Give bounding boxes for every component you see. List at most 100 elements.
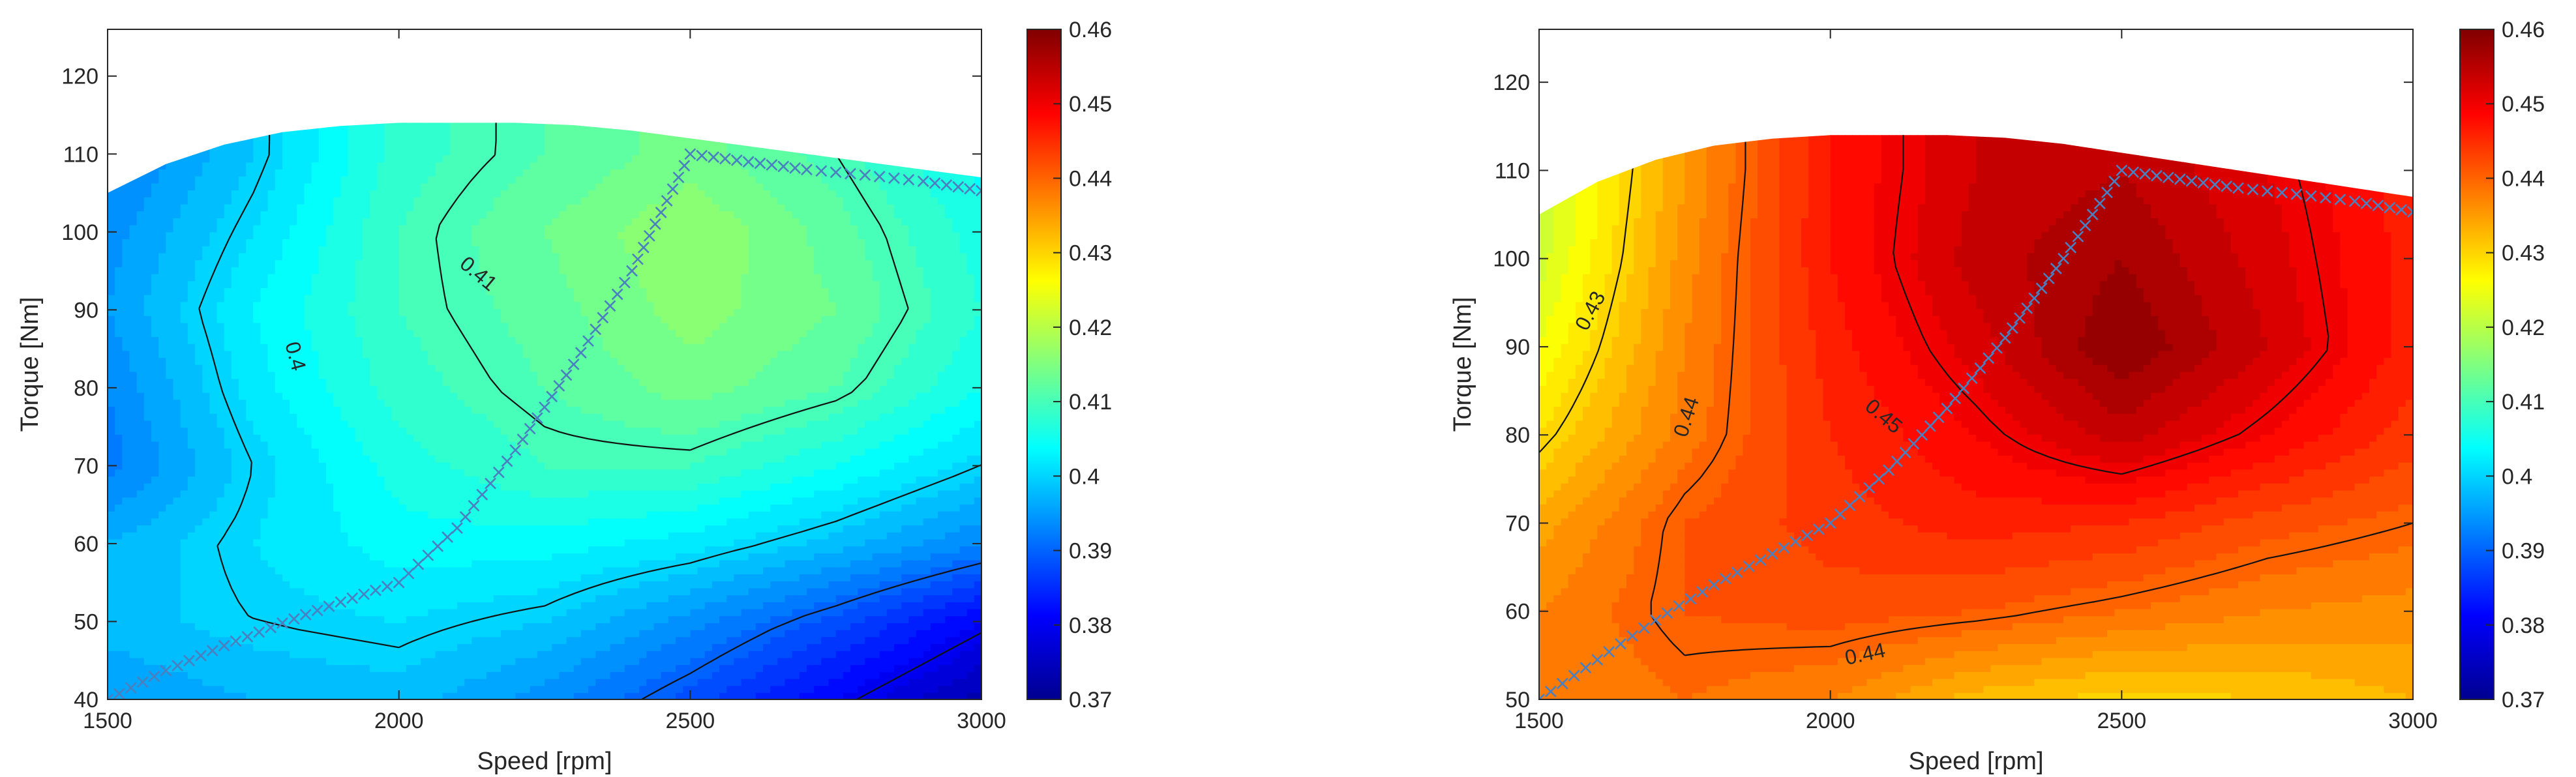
contour-cell: [479, 553, 487, 561]
contour-cell: [217, 427, 225, 435]
contour-cell: [143, 322, 152, 330]
contour-cell: [493, 154, 502, 163]
contour-cell: [282, 538, 290, 547]
contour-cell: [311, 273, 320, 282]
contour-cell: [129, 315, 138, 323]
contour-cell: [377, 211, 385, 218]
contour-cell: [231, 413, 239, 421]
contour-cell: [275, 566, 283, 574]
contour-cell: [311, 218, 320, 226]
contour-cell: [362, 252, 370, 261]
contour-cell: [348, 154, 356, 163]
contour-cell: [428, 671, 436, 679]
contour-cell: [333, 643, 342, 651]
contour-cell: [545, 420, 552, 428]
contour-cell: [406, 308, 414, 316]
contour-cell: [129, 525, 138, 533]
contour-cell: [166, 239, 174, 246]
contour-cell: [209, 399, 218, 407]
contour-cell: [442, 538, 451, 547]
contour-cell: [501, 123, 509, 128]
contour-cell: [239, 483, 247, 491]
contour-cell: [362, 441, 370, 449]
contour-cell: [398, 175, 407, 184]
contour-cell: [180, 538, 188, 547]
contour-cell: [413, 301, 421, 310]
contour-cell: [406, 371, 414, 379]
contour-cell: [355, 615, 363, 623]
contour-cell: [464, 190, 473, 198]
contour-cell: [370, 664, 378, 672]
contour-cell: [187, 448, 196, 456]
contour-cell: [166, 280, 174, 288]
contour-cell: [398, 406, 407, 414]
contour-cell: [115, 406, 123, 414]
contour-cell: [435, 399, 443, 407]
contour-cell: [311, 357, 320, 365]
contour-cell: [435, 643, 443, 651]
contour-cell: [442, 378, 451, 386]
contour-cell: [239, 308, 247, 316]
contour-cell: [180, 420, 188, 428]
contour-cell: [522, 190, 531, 198]
contour-cell: [253, 643, 262, 651]
contour-cell: [362, 581, 370, 589]
contour-cell: [530, 287, 538, 295]
contour-cell: [231, 315, 239, 323]
contour-cell: [239, 343, 247, 351]
contour-cell: [187, 413, 196, 421]
contour-cell: [290, 267, 298, 274]
contour-cell: [136, 643, 145, 651]
contour-cell: [421, 126, 429, 135]
contour-cell: [267, 546, 276, 553]
contour-cell: [340, 427, 349, 435]
contour-cell: [384, 239, 393, 246]
contour-cell: [173, 532, 181, 540]
contour-cell: [260, 308, 269, 316]
contour-cell: [143, 692, 152, 699]
contour-cell: [384, 203, 393, 212]
contour-cell: [421, 218, 429, 226]
contour-cell: [398, 126, 407, 135]
contour-cell: [297, 664, 305, 672]
contour-cell: [442, 441, 451, 449]
contour-cell: [552, 608, 560, 617]
contour-cell: [333, 357, 342, 365]
contour-cell: [340, 643, 349, 651]
contour-cell: [318, 525, 327, 533]
contour-cell: [493, 190, 502, 198]
contour-cell: [318, 267, 327, 274]
contour-cell: [275, 455, 283, 463]
contour-cell: [552, 636, 560, 645]
contour-cell: [304, 497, 312, 505]
contour-cell: [522, 559, 531, 568]
contour-cell: [290, 671, 298, 679]
contour-cell: [406, 322, 414, 330]
contour-cell: [209, 594, 218, 602]
contour-cell: [290, 546, 298, 553]
contour-cell: [493, 559, 502, 568]
contour-cell: [136, 399, 145, 407]
contour-cell: [486, 203, 494, 212]
contour-cell: [297, 301, 305, 310]
contour-cell: [311, 671, 320, 679]
contour-cell: [457, 259, 465, 267]
contour-cell: [267, 371, 276, 379]
contour-cell: [472, 175, 480, 184]
contour-cell: [297, 678, 305, 686]
contour-cell: [545, 483, 552, 491]
contour-cell: [457, 490, 465, 498]
contour-cell: [391, 267, 400, 274]
contour-cell: [158, 203, 167, 212]
contour-cell: [231, 671, 239, 679]
contour-cell: [239, 162, 247, 169]
contour-cell: [391, 434, 400, 442]
contour-cell: [530, 671, 538, 679]
contour-cell: [246, 231, 254, 239]
contour-cell: [428, 252, 436, 261]
contour-cell: [493, 664, 502, 672]
contour-cell: [180, 504, 188, 512]
contour-cell: [508, 134, 517, 142]
contour-cell: [457, 183, 465, 191]
contour-cell: [267, 664, 276, 672]
